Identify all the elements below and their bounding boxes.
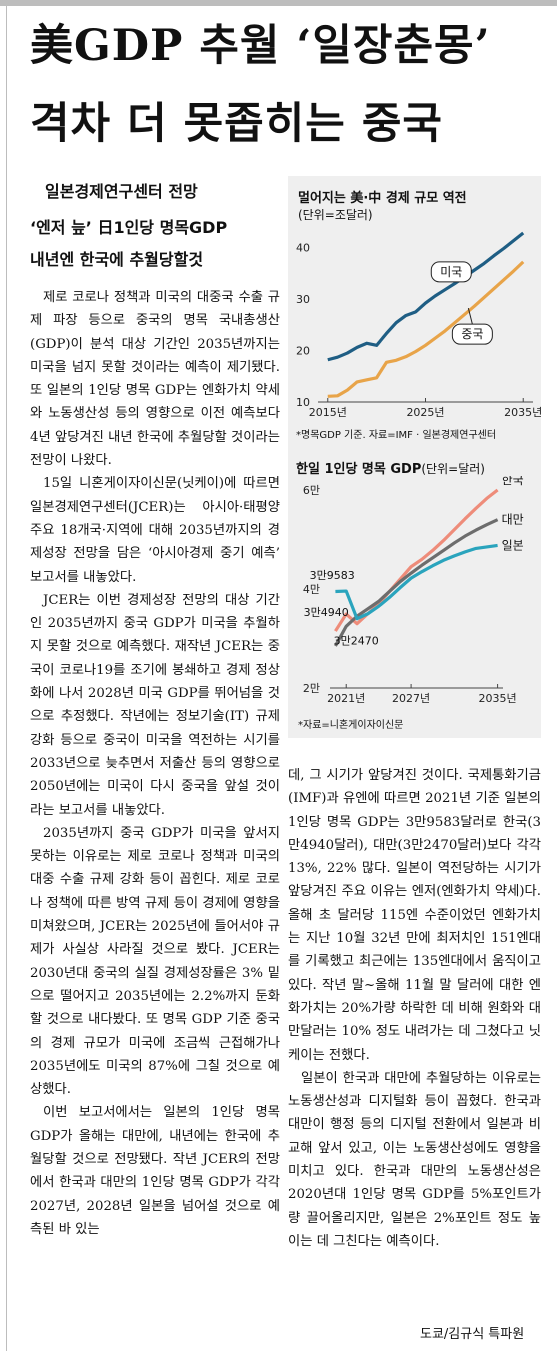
china-series-label: 중국	[461, 327, 483, 341]
taiwan-series-label: 대만	[502, 513, 524, 527]
china-label-leader	[467, 308, 473, 325]
paragraph: 데, 그 시기가 앞당겨진 것이다. 국제통화기금(IMF)과 유엔에 따르면 …	[288, 768, 541, 1063]
usa-label-box	[430, 261, 472, 283]
japan-series-label: 일본	[502, 538, 524, 552]
y-tick-label: 30	[296, 293, 310, 306]
japan-gdp-line	[335, 543, 498, 621]
paragraph: 일본이 한국과 대만에 추월당하는 이유로는 노동생산성과 디지털화 등이 꼽혔…	[288, 1070, 541, 1249]
usa-gdp-line	[327, 231, 525, 362]
x-tick-label: 2035년	[504, 406, 541, 419]
subhead-japan: ‘엔저 늪’ 日1인당 명목GDP	[30, 218, 228, 237]
china-label-box	[451, 323, 493, 345]
article-body-left: 제로 코로나 정책과 미국의 대중국 수출 규제 파장 등으로 중국의 명목 국…	[30, 286, 280, 1241]
korea-gdp-line	[334, 488, 499, 632]
left-rule	[6, 6, 7, 1351]
japan-2021-value-label: 3만9583	[310, 569, 355, 582]
x-tick-label: 2027년	[392, 692, 430, 705]
chart2-title: 한일 1인당 명목 GDP(단위=달러)	[296, 458, 485, 477]
paragraph: 이번 보고서에서는 일본의 1인당 명목 GDP가 올해는 대만에, 내년에는 …	[30, 1105, 280, 1237]
y-tick-label: 6만	[303, 484, 320, 497]
headline-line1: 美GDP 추월 ‘일장춘몽’	[30, 21, 491, 71]
infographic-panel: 멀어지는 美·中 경제 규모 역전 (단위=조달러) 10 20 30 40 2015년…	[288, 176, 541, 738]
paragraph: JCER는 이번 경제성장 전망의 대상 기간인 2035년까지 중국 GDP가…	[30, 592, 280, 818]
headline-line2: 격차 더 못좁히는 중국	[30, 99, 443, 149]
chart1-source-note: *명목GDP 기준. 자료=IMF · 일본경제연구센터	[296, 430, 497, 441]
paragraph: 제로 코로나 정책과 미국의 대중국 수출 규제 파장 등으로 중국의 명목 국…	[30, 290, 280, 469]
chart2-source-note: *자료=니혼게이자이신문	[298, 720, 404, 731]
byline: 도쿄/김규식 특파원	[420, 1327, 525, 1342]
paragraph: 15일 니혼게이자이신문(닛케이)에 따르면 일본경제연구센터(JCER)는 아…	[30, 476, 280, 585]
paragraph: 2035년까지 중국 GDP가 미국을 앞서지 못하는 이유로는 제로 코로나 …	[30, 825, 280, 1098]
usa-series-label: 미국	[440, 265, 462, 279]
top-rule	[0, 0, 557, 6]
y-tick-label: 4만	[303, 583, 320, 596]
korea-2021-value-label: 3만4940	[304, 606, 349, 619]
china-gdp-line	[327, 260, 525, 398]
article-body-right: 데, 그 시기가 앞당겨진 것이다. 국제통화기금(IMF)과 유엔에 따르면 …	[288, 764, 541, 1253]
taiwan-gdp-line	[334, 518, 499, 647]
chart2-unit: (단위=달러)	[421, 462, 485, 476]
y-tick-label: 20	[296, 344, 310, 357]
x-tick-label: 2025년	[406, 406, 444, 419]
korea-series-label: 한국	[502, 476, 524, 487]
chart1-title: 멀어지는 美·中 경제 규모 역전	[298, 191, 467, 206]
y-tick-label: 2만	[303, 682, 320, 695]
x-tick-label: 2021년	[327, 692, 365, 705]
chart2-title-text: 한일 1인당 명목 GDP	[296, 462, 422, 477]
x-tick-label: 2035년	[479, 692, 517, 705]
chart1-unit: (단위=조달러)	[298, 208, 373, 222]
y-tick-label: 10	[296, 396, 310, 409]
taiwan-2021-value-label: 3만2470	[334, 634, 379, 647]
x-tick-label: 2015년	[309, 406, 347, 419]
subhead-korea: 내년엔 한국에 추월당할것	[30, 250, 204, 269]
y-tick-label: 40	[296, 241, 310, 254]
subhead-source: 일본경제연구센터 전망	[45, 182, 198, 201]
